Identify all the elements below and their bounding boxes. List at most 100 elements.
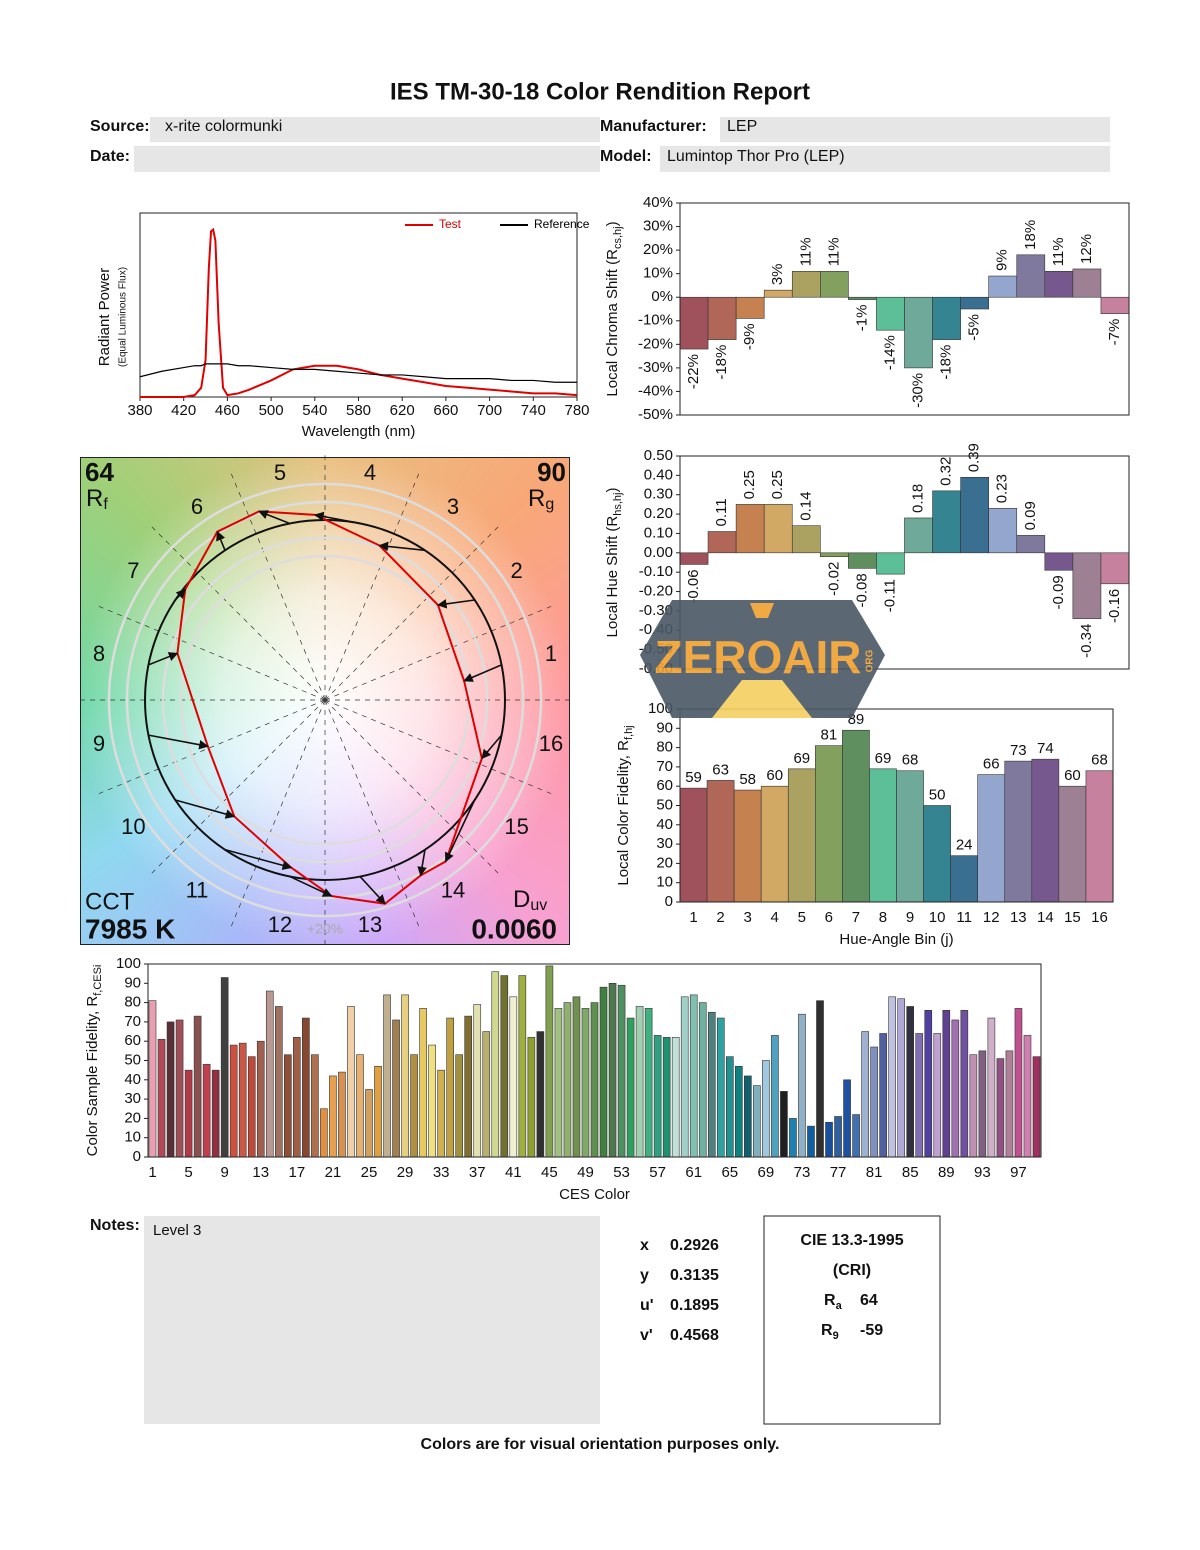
value-label: -14% [881, 335, 898, 370]
bin-label: 6 [191, 494, 203, 519]
y-tick-label: 0% [651, 288, 673, 305]
x-tick-label: 85 [902, 1164, 919, 1181]
value-label: -0.16 [1106, 589, 1123, 623]
y-axis-note: (Equal Luminous Flux) [118, 267, 129, 367]
rg-symbol: Rg [528, 485, 554, 513]
bar [807, 1125, 815, 1158]
field-box [150, 117, 600, 142]
y-axis-label-end: ) [604, 221, 621, 226]
value-label: 68 [1091, 752, 1108, 769]
x-tick-label: 5 [798, 909, 806, 926]
cri-subtitle: (CRI) [833, 1262, 871, 1279]
x-tick-label: 57 [649, 1164, 666, 1181]
bar [904, 296, 933, 369]
field-label: Manufacturer: [600, 118, 707, 135]
bin-label: 4 [364, 460, 376, 485]
shift-arrow [444, 799, 476, 863]
bar [996, 1058, 1005, 1158]
bar [148, 1000, 157, 1158]
bar [915, 1033, 924, 1158]
bin-boundary [230, 473, 326, 701]
value-label: 66 [983, 756, 1000, 773]
bar [157, 1038, 166, 1158]
field-box [134, 146, 600, 172]
bar [932, 296, 961, 340]
shift-arrow [175, 799, 236, 819]
bar [1032, 1056, 1041, 1158]
value-label: 69 [793, 750, 810, 767]
value-label: -0.11 [881, 579, 898, 612]
bar [238, 1042, 247, 1158]
bar [527, 1037, 536, 1158]
y-tick-label: 0 [665, 893, 673, 910]
bar [787, 768, 816, 903]
y-tick-label: 100 [116, 955, 141, 972]
bar [888, 996, 896, 1158]
x-tick-label: 7 [852, 909, 860, 926]
notes-text: Level 3 [153, 1222, 201, 1239]
y-tick-label: -30% [638, 359, 673, 376]
value-label: 11% [825, 237, 842, 266]
x-tick-label: 13 [1010, 909, 1027, 926]
y-axis-label: Color Sample Fidelity, Rf,CESi [84, 965, 104, 1157]
bar [816, 1000, 824, 1158]
bar [771, 1035, 779, 1158]
plot-frame [679, 455, 1130, 670]
bar [951, 1019, 960, 1158]
chromaticity-value: 0.1895 [670, 1297, 719, 1314]
x-tick-label: 65 [721, 1164, 738, 1181]
bar [843, 1079, 851, 1158]
y-tick-label: 30 [656, 835, 673, 852]
chromaticity-value: 0.2926 [670, 1237, 719, 1254]
bar [500, 975, 509, 1158]
rf-symbol-main: R [86, 485, 103, 512]
bar [753, 1085, 761, 1158]
value-label: -30% [910, 373, 927, 408]
plot-frame [147, 963, 1042, 1158]
value-label: 69 [875, 750, 892, 767]
y-tick-label: -0.20 [639, 583, 673, 600]
x-tick-label: 660 [433, 402, 458, 419]
y-tick-label: 0.10 [644, 524, 673, 541]
chromaticity-label: u' [640, 1297, 654, 1314]
bar [950, 855, 978, 903]
value-label: 0.18 [910, 484, 927, 513]
bar [848, 552, 877, 569]
bar [923, 805, 951, 903]
x-tick-label: 9 [906, 909, 914, 926]
bar [735, 296, 765, 319]
cri-r9-symbol-main: R [821, 1322, 833, 1339]
x-tick-label: 580 [346, 402, 371, 419]
bar [942, 1010, 951, 1158]
y-tick-label: -10% [638, 312, 673, 329]
bin-label: 10 [121, 814, 145, 839]
bar [536, 1031, 545, 1158]
x-tick-label: 53 [613, 1164, 630, 1181]
reference-ring [125, 500, 525, 900]
reference-ring [161, 536, 489, 864]
bar [791, 525, 821, 554]
rf-symbol-sub: f [103, 496, 108, 513]
bar [906, 1006, 915, 1158]
value-label: 74 [1037, 740, 1054, 757]
bin-boundary [324, 473, 420, 701]
bar [987, 1017, 996, 1158]
value-label: 0.25 [769, 470, 786, 499]
bar [1023, 1035, 1032, 1158]
shift-arrow [314, 511, 361, 525]
y-tick-label: 30 [124, 1090, 141, 1107]
shift-arrow [258, 510, 291, 525]
x-tick-label: 16 [1091, 909, 1108, 926]
value-label: 0.09 [1022, 501, 1039, 530]
x-axis-label: Hue-Angle Bin (j) [839, 931, 953, 948]
bar [815, 745, 843, 903]
x-tick-label: 780 [564, 402, 589, 419]
x-tick-label: 37 [469, 1164, 486, 1181]
bar [733, 789, 762, 903]
value-label: -0.09 [1050, 575, 1067, 609]
watermark-icon [750, 603, 774, 618]
value-label: 0.25 [741, 470, 758, 499]
bar [166, 1021, 175, 1158]
bar [599, 986, 608, 1158]
value-label: -5% [966, 314, 983, 341]
